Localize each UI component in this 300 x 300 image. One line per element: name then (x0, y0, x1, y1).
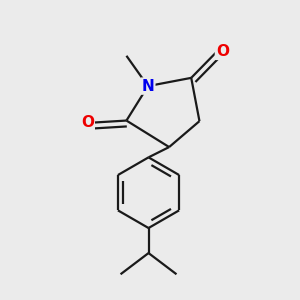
Text: O: O (216, 44, 229, 59)
Text: O: O (81, 115, 94, 130)
Text: N: N (142, 79, 154, 94)
